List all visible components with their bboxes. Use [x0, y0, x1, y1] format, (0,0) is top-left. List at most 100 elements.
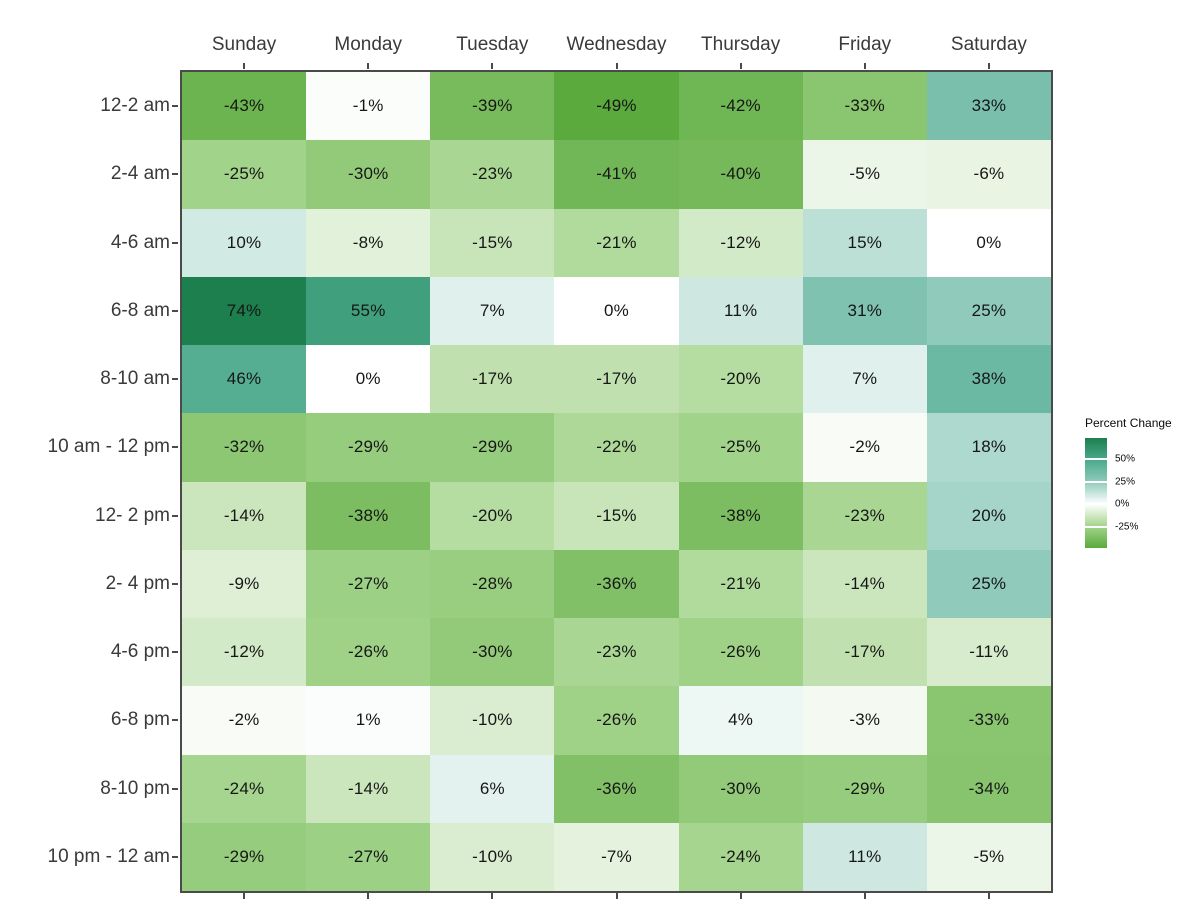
cell-value: -36% — [596, 778, 637, 798]
legend: Percent Change 50% 25% 0% -25% — [1085, 416, 1197, 548]
heatmap-cell: -17% — [802, 618, 927, 687]
heatmap-cell: -29% — [802, 754, 927, 823]
heatmap-cell: 10% — [182, 208, 307, 277]
cell-value: -26% — [720, 642, 761, 662]
cell-value: -12% — [223, 642, 265, 662]
legend-tick-line — [1085, 458, 1107, 461]
heatmap-cell: -23% — [554, 618, 679, 687]
cell-value: 0% — [976, 232, 1002, 252]
heatmap-cell: 33% — [926, 72, 1051, 141]
tick-mark — [172, 582, 178, 585]
cell-value: -12% — [720, 232, 761, 252]
tick-mark — [172, 787, 178, 790]
heatmap-cell: -42% — [678, 72, 803, 141]
tick-mark — [172, 719, 178, 722]
legend-body: 50% 25% 0% -25% — [1085, 438, 1197, 548]
heatmap-cell: -20% — [430, 481, 555, 550]
heatmap-cell: 25% — [926, 276, 1051, 345]
tick-mark — [491, 893, 494, 899]
cell-value: -38% — [720, 505, 761, 525]
tick-mark — [172, 309, 178, 312]
cell-value: -7% — [601, 846, 632, 866]
cell-value: -21% — [720, 573, 761, 593]
heatmap-cell: -2% — [182, 686, 307, 755]
heatmap-cell: -39% — [430, 72, 555, 141]
column-header-monday: Monday — [334, 34, 403, 55]
cell-value: -26% — [596, 710, 637, 730]
heatmap-cell: -25% — [678, 413, 803, 482]
cell-value: 0% — [355, 369, 381, 389]
heatmap-cell: 7% — [430, 276, 555, 345]
cell-value: 33% — [971, 96, 1007, 116]
row-labels: 12-2 am 2-4 am 4-6 am 6-8 am 8-10 am 10 am - … — [0, 72, 171, 891]
heatmap-cell: -27% — [306, 822, 431, 891]
tick-mark — [739, 893, 742, 899]
cell-value: 0% — [604, 300, 629, 320]
cell-value: -15% — [596, 505, 637, 525]
cell-value: -2% — [228, 710, 260, 730]
cell-value: 6% — [479, 778, 505, 798]
heatmap-cell: 20% — [926, 481, 1051, 550]
cell-value: -5% — [849, 164, 881, 184]
cell-value: 4% — [728, 710, 754, 730]
cell-value: -17% — [596, 369, 637, 389]
cell-value: 74% — [226, 300, 262, 320]
heatmap-cell: 11% — [802, 822, 927, 891]
cell-value: 25% — [971, 300, 1007, 320]
heatmap-cell: -41% — [554, 140, 679, 209]
cell-value: -1% — [352, 96, 384, 116]
cell-value: -41% — [596, 164, 637, 184]
cell-value: 7% — [479, 300, 505, 320]
row-label: 8-10 pm — [100, 777, 170, 799]
cell-value: -20% — [720, 369, 761, 389]
heatmap-cell: -30% — [678, 754, 803, 823]
cell-value: 46% — [226, 369, 262, 389]
heatmap-cell: -38% — [306, 481, 431, 550]
cell-value: -20% — [472, 505, 513, 525]
heatmap-cell: -24% — [182, 754, 307, 823]
legend-tick-line — [1085, 503, 1107, 506]
heatmap-cell: 46% — [182, 345, 307, 414]
tick-mark — [172, 514, 178, 517]
cell-value: -33% — [968, 710, 1010, 730]
cell-value: -28% — [472, 573, 513, 593]
heatmap-cell: -10% — [430, 822, 555, 891]
cell-value: -32% — [223, 437, 265, 457]
heatmap-cell: -20% — [678, 345, 803, 414]
tick-mark — [172, 241, 178, 244]
tick-mark — [367, 63, 370, 69]
cell-value: 10% — [226, 232, 262, 252]
heatmap-cell: -9% — [182, 549, 307, 618]
heatmap-cell: -26% — [678, 618, 803, 687]
tick-mark — [863, 63, 866, 69]
heatmap-cell: -30% — [430, 618, 555, 687]
heatmap-cell: 31% — [802, 276, 927, 345]
cell-value: -33% — [844, 96, 886, 116]
tick-mark — [987, 893, 990, 899]
tick-mark — [739, 63, 742, 69]
cell-value: -34% — [968, 778, 1010, 798]
cell-value: -23% — [596, 642, 637, 662]
row-label: 6-8 pm — [110, 709, 170, 731]
tick-mark — [987, 63, 990, 69]
row-label: 4-6 pm — [110, 641, 170, 663]
heatmap-cell: -29% — [182, 822, 307, 891]
cell-value: -17% — [844, 642, 886, 662]
cell-value: -3% — [849, 710, 881, 730]
row-label: 8-10 am — [100, 368, 170, 390]
heatmap-cell: 7% — [802, 345, 927, 414]
heatmap-cell: 18% — [926, 413, 1051, 482]
tick-mark — [243, 63, 246, 69]
cell-value: -15% — [472, 232, 513, 252]
heatmap-cell: -28% — [430, 549, 555, 618]
heatmap-cell: -26% — [554, 686, 679, 755]
heatmap-cell: -49% — [554, 72, 679, 141]
heatmap-cell: -12% — [182, 618, 307, 687]
legend-tick-label: -25% — [1115, 521, 1139, 533]
heatmap-cell: -14% — [182, 481, 307, 550]
heatmap-cell: 15% — [802, 208, 927, 277]
heatmap-cell: -12% — [678, 208, 803, 277]
cell-value: -9% — [228, 573, 260, 593]
heatmap-cell: 0% — [926, 208, 1051, 277]
heatmap-cell: -38% — [678, 481, 803, 550]
